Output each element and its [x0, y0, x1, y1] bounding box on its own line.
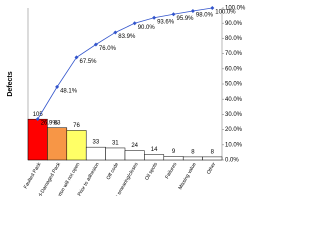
x-tick-label: Faulted Pack — [23, 161, 43, 190]
x-tick-label: Missing value — [177, 161, 197, 190]
chart: Defects 0.0% 10.0% 20.0% 30.0% 40.0% 50.0% 60.… — [7, 6, 246, 196]
y2-tick-label: 20.0% — [225, 127, 243, 133]
cumulative-label: 98.0% — [196, 13, 214, 19]
bar — [47, 127, 68, 161]
y-axis-title: Defects — [7, 71, 14, 96]
y2-tick-label: 80.0% — [225, 36, 243, 42]
y2-tick-label: 50.0% — [225, 82, 243, 88]
bar-value-label: 24 — [131, 143, 138, 149]
bar-value-label: 9 — [172, 149, 176, 155]
cumulative-marker — [210, 6, 215, 10]
cumulative-label: 93.6% — [157, 19, 175, 25]
x-tick-label: Failures — [164, 161, 178, 180]
cumulative-marker — [35, 117, 40, 122]
cumulative-marker — [113, 30, 118, 35]
cumulative-line — [37, 7, 213, 120]
cumulative-marker — [152, 15, 157, 20]
bar-value-label: 76 — [73, 123, 80, 129]
bar-value-label: 31 — [112, 141, 119, 147]
y2-tick-label: 100.0% — [225, 6, 246, 12]
cumulative-marker — [171, 12, 176, 17]
bar — [105, 147, 126, 161]
cumulative-label: 48.1% — [60, 88, 78, 94]
cumulative-label: 67.5% — [80, 59, 98, 65]
bar-value-label: 14 — [151, 147, 158, 153]
y2-tick-label: 10.0% — [225, 142, 243, 148]
cumulative-label: 83.9% — [118, 34, 136, 40]
y2-tick-label: 70.0% — [225, 51, 243, 57]
cumulative-label: 95.9% — [177, 16, 195, 22]
cumulative-marker — [190, 9, 195, 14]
x-tick-label: Other — [206, 161, 218, 175]
cumulative-marker — [93, 42, 98, 47]
bar — [85, 146, 106, 161]
bar — [144, 154, 165, 161]
cumulative-marker — [55, 84, 60, 89]
page: {"chart_data": {"type": "pareto", "y_lab… — [6, 5, 247, 196]
bar-value-label: 8 — [191, 149, 195, 155]
bar — [163, 156, 184, 161]
bar-value-label: 105 — [33, 112, 44, 118]
bar — [202, 156, 223, 161]
y2-tick-label: 30.0% — [225, 112, 243, 118]
bar-value-label: 33 — [93, 140, 100, 146]
bar-value-label: 83 — [54, 120, 61, 126]
cumulative-label: 90.0% — [138, 25, 156, 31]
bar — [124, 150, 145, 161]
y2-tick-label: 90.0% — [225, 21, 243, 27]
cumulative-label: 26.9% — [41, 121, 59, 127]
y2-tick-label: 60.0% — [225, 66, 243, 72]
y2-tick-label: 0.0% — [225, 158, 239, 164]
x-tick-label: Oil spots — [144, 161, 159, 181]
cumulative-marker — [132, 21, 137, 26]
cumulative-marker — [74, 55, 79, 60]
x-tick-label: Off code — [106, 161, 121, 180]
cumulative-label: 100.0% — [215, 10, 236, 16]
cumulative-label: 76.0% — [99, 46, 117, 52]
bar — [182, 156, 203, 161]
x-tick-label: Prior to adhesion — [77, 161, 101, 196]
bar-value-label: 8 — [211, 149, 215, 155]
y2-tick-label: 40.0% — [225, 97, 243, 103]
bar — [66, 130, 87, 161]
